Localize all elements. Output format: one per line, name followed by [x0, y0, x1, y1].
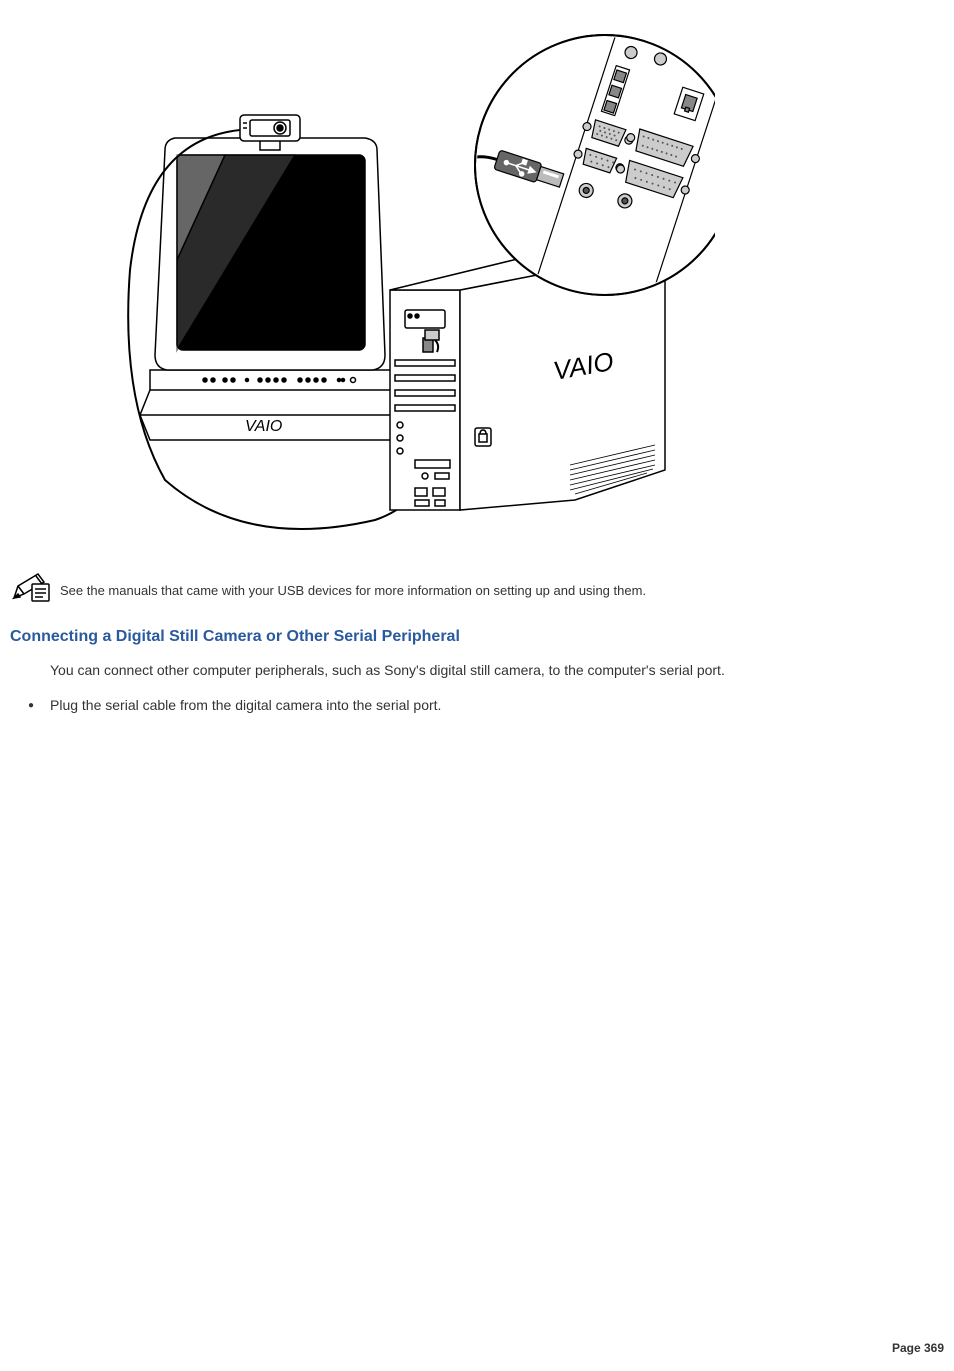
- note-text: See the manuals that came with your USB …: [60, 582, 646, 602]
- note-row: See the manuals that came with your USB …: [10, 570, 954, 602]
- bullet-list: Plug the serial cable from the digital c…: [50, 695, 904, 716]
- list-item: Plug the serial cable from the digital c…: [50, 695, 904, 716]
- monitor-crt: [155, 138, 385, 370]
- pencil-note-icon: [10, 570, 52, 602]
- monitor-base: VAIO: [140, 370, 405, 440]
- section-paragraph: You can connect other computer periphera…: [50, 660, 904, 681]
- svg-text:VAIO: VAIO: [245, 418, 282, 435]
- section-heading: Connecting a Digital Still Camera or Oth…: [10, 628, 954, 646]
- page-number: Page 369: [892, 1341, 944, 1355]
- usb-connection-illustration: VAIO: [95, 20, 715, 540]
